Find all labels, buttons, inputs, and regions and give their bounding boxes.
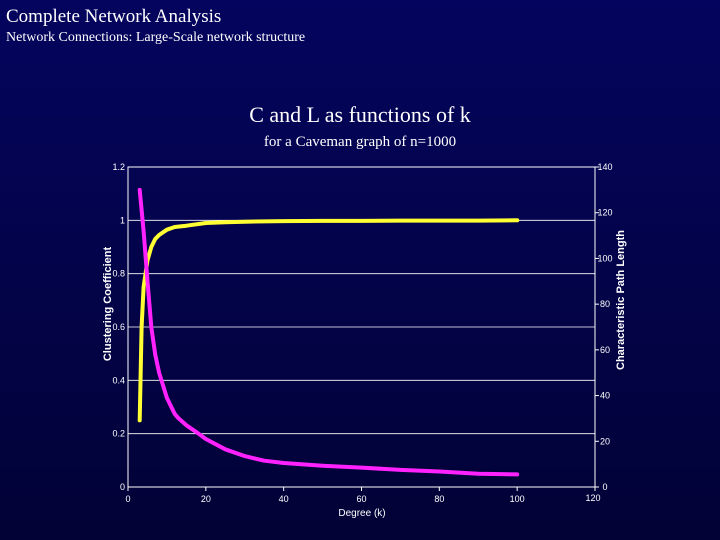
chart-title: C and L as functions of k [249,102,471,127]
y-tick-label: 1 [120,215,125,225]
y-tick-label: 0.4 [112,375,125,385]
x-tick-label: 60 [356,494,366,504]
chart-subtitle: for a Caveman graph of n=1000 [263,134,457,150]
y2-tick-label: 20 [600,436,610,446]
slide-subtitle: Network Connections: Large-Scale network… [6,30,306,45]
path-length-line [137,187,520,477]
y-tick-label: 0.8 [112,269,125,279]
y2-tick-label: 100 [597,253,612,263]
y-axis-label: Clustering Coefficient [102,247,114,362]
x-tick-label: 80 [434,494,444,504]
y2-tick-label: 0 [602,482,607,492]
y2-axis-label: Characteristic Path Length [615,230,627,370]
y-tick-label: 1.2 [112,162,125,172]
x-tick-label: 0 [125,494,130,504]
x-tick-label: 20 [201,494,211,504]
y-tick-label: 0 [120,482,125,492]
y-tick-label: 0.6 [112,322,125,332]
slide-title: Complete Network Analysis [6,6,222,27]
y-tick-label: 0.2 [112,429,125,439]
x-tick-label: 40 [279,494,289,504]
x-axis-label: Degree (k) [338,508,385,519]
x-tick-label: 120 [585,493,600,503]
y2-tick-label: 80 [600,299,610,309]
y2-tick-label: 60 [600,345,610,355]
y2-tick-label: 120 [597,208,612,218]
y2-tick-label: 140 [597,162,612,172]
clustering-line [137,218,520,423]
x-tick-label: 100 [510,494,525,504]
y2-tick-label: 40 [600,391,610,401]
